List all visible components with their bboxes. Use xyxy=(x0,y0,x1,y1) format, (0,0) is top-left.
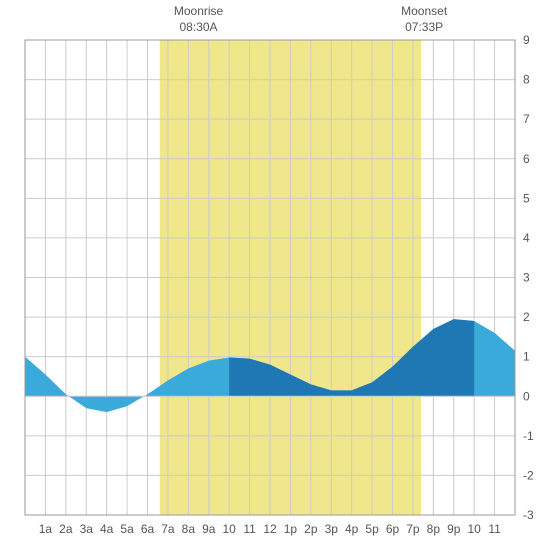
x-tick-label: 3p xyxy=(325,522,339,536)
x-tick-label: 6a xyxy=(141,522,155,536)
x-tick-label: 12 xyxy=(263,522,277,536)
x-tick-label: 10 xyxy=(467,522,481,536)
x-tick-label: 5p xyxy=(365,522,379,536)
x-tick-label: 8p xyxy=(427,522,441,536)
x-tick-label: 2p xyxy=(304,522,318,536)
y-tick-label: -3 xyxy=(523,508,534,522)
tide-chart: Moonrise 08:30A Moonset 07:33P -3-2-1012… xyxy=(0,0,550,550)
x-axis: 1a 2a 3a 4a 5a 6a 7a 8a 9a 10 11 12 1p 2p 3p 4p 5p 6p 7p 8p… xyxy=(39,522,501,536)
y-tick-label: 2 xyxy=(523,310,530,324)
x-tick-label: 5a xyxy=(120,522,134,536)
x-tick-label: 3a xyxy=(80,522,94,536)
y-tick-label: 7 xyxy=(523,112,530,126)
moonset-time: 07:33P xyxy=(401,20,447,36)
y-tick-label: 0 xyxy=(523,389,530,403)
y-tick-label: 6 xyxy=(523,152,530,166)
chart-canvas: -3-2-101234567891a2a3a4a5a6a7a8a9a101112… xyxy=(0,0,550,550)
y-tick-label: 3 xyxy=(523,271,530,285)
y-tick-label: 8 xyxy=(523,73,530,87)
x-tick-label: 4p xyxy=(345,522,359,536)
y-axis: -3 -2 -1 0 1 2 3 4 5 6 7 8 9 xyxy=(523,33,534,522)
y-tick-label: -2 xyxy=(523,468,534,482)
x-tick-label: 10 xyxy=(222,522,236,536)
x-tick-label: 7p xyxy=(406,522,420,536)
x-tick-label: 4a xyxy=(100,522,114,536)
moonset-label: Moonset xyxy=(401,4,447,20)
x-tick-label: 2a xyxy=(59,522,73,536)
x-tick-label: 9p xyxy=(447,522,461,536)
x-tick-label: 11 xyxy=(243,522,256,536)
x-tick-label: 9a xyxy=(202,522,216,536)
x-tick-label: 11 xyxy=(488,522,501,536)
moonrise-annotation: Moonrise 08:30A xyxy=(174,4,223,35)
moonrise-label: Moonrise xyxy=(174,4,223,20)
moonrise-time: 08:30A xyxy=(174,20,223,36)
x-tick-label: 1a xyxy=(39,522,53,536)
x-tick-label: 6p xyxy=(386,522,400,536)
x-tick-label: 8a xyxy=(182,522,196,536)
y-tick-label: 5 xyxy=(523,191,530,205)
y-tick-label: -1 xyxy=(523,429,534,443)
x-tick-label: 7a xyxy=(161,522,175,536)
y-tick-label: 9 xyxy=(523,33,530,47)
y-tick-label: 1 xyxy=(523,350,530,364)
y-tick-label: 4 xyxy=(523,231,530,245)
x-tick-label: 1p xyxy=(284,522,298,536)
moonset-annotation: Moonset 07:33P xyxy=(401,4,447,35)
